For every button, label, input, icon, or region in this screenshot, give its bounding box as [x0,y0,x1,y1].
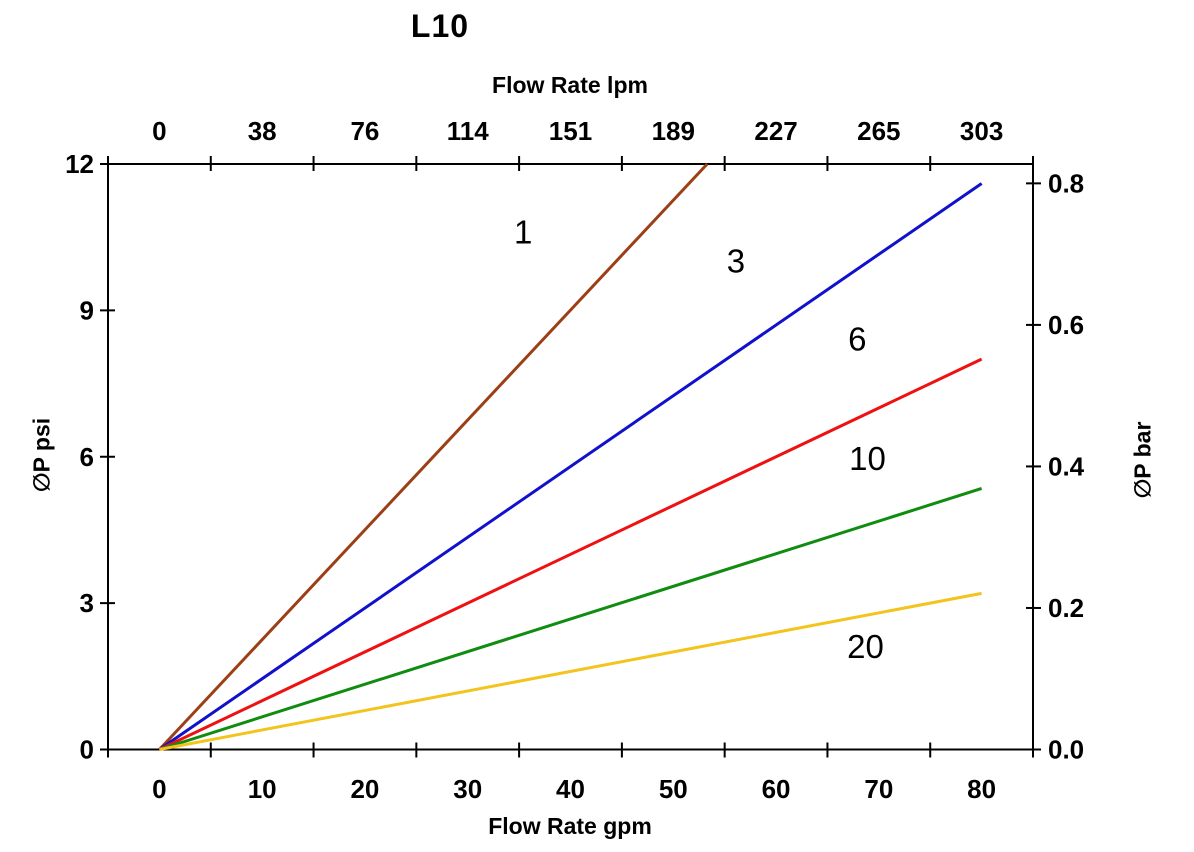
left-tick-label: 0 [80,735,94,765]
series-label-20: 20 [847,628,884,665]
chart-title: L10 [410,8,470,44]
top-tick-label: 227 [754,116,797,146]
series-label-1: 1 [514,213,532,250]
series-line-1 [158,162,709,751]
top-tick-label: 76 [350,116,379,146]
top-tick-label: 114 [447,116,489,146]
top-tick-label: 265 [857,116,900,146]
top-tick-label: 38 [248,116,277,146]
bottom-tick-label: 50 [659,774,688,804]
left-tick-label: 3 [80,588,94,618]
right-tick-label: 0.2 [1048,593,1084,623]
right-tick-label: 0.8 [1048,168,1084,198]
left-tick-label: 12 [65,149,94,179]
series-label-3: 3 [727,243,745,280]
series-line-6 [158,357,983,751]
bottom-tick-label: 30 [453,774,482,804]
right-tick-label: 0.4 [1048,451,1085,481]
left-axis-title: ∅P psi [28,417,55,493]
series-line-20 [159,591,982,751]
top-tick-label: 303 [960,116,1003,146]
bottom-tick-label: 40 [556,774,585,804]
bottom-tick-label: 20 [350,774,379,804]
right-axis-title: ∅P bar [1129,421,1156,499]
top-tick-label: 151 [549,116,592,146]
right-tick-label: 0.6 [1048,310,1084,340]
top-tick-label: 189 [652,116,695,146]
series-label-10: 10 [849,440,886,477]
series-label-6: 6 [848,321,866,358]
top-tick-label: 0 [152,116,166,146]
left-tick-label: 6 [80,442,94,472]
series-line-10 [158,487,983,751]
bottom-tick-label: 70 [864,774,893,804]
right-tick-label: 0.0 [1048,735,1084,765]
bottom-tick-label: 80 [967,774,996,804]
bottom-tick-label: 60 [762,774,791,804]
series-line-3 [158,182,983,751]
top-axis-title: Flow Rate lpm [492,72,648,98]
bottom-tick-label: 0 [152,774,166,804]
left-tick-label: 9 [80,295,94,325]
axis-frame [107,163,1034,751]
bottom-tick-label: 10 [248,774,277,804]
bottom-axis-title: Flow Rate gpm [488,813,652,839]
